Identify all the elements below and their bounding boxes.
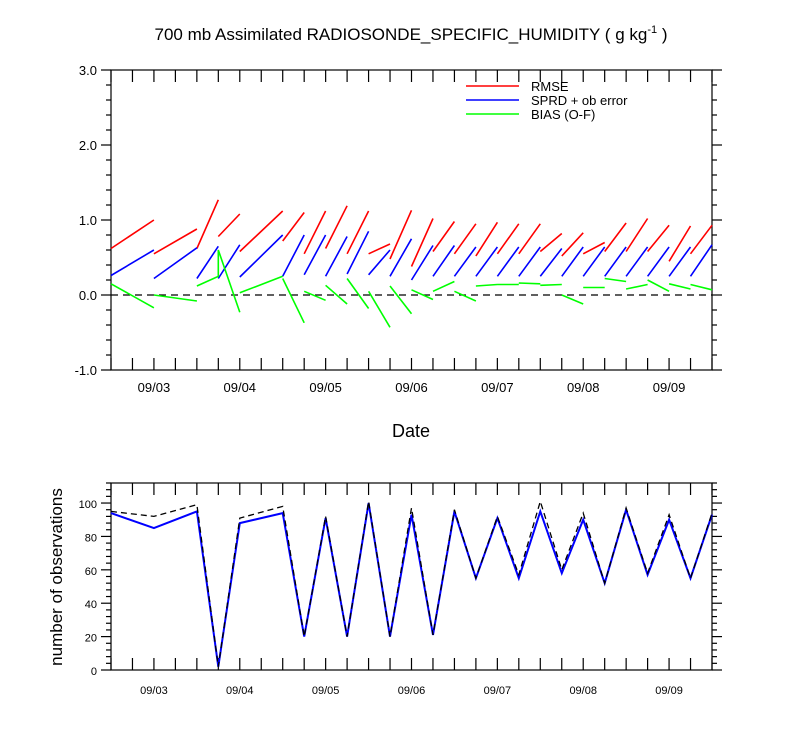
y-tick-label: 3.0 [79, 63, 97, 78]
x-tick-label: 09/03 [138, 380, 171, 395]
chart-title-suffix: ) [657, 25, 667, 44]
x-tick-label: 09/04 [226, 685, 254, 697]
series-line-bias-o-f [110, 249, 713, 328]
x-tick-label: 09/04 [224, 380, 257, 395]
y-tick-label: 60 [85, 566, 97, 578]
chart-title-main: 700 mb Assimilated RADIOSONDE_SPECIFIC_H… [155, 25, 648, 44]
y-axis-label-observations: number of observations [47, 488, 66, 666]
x-tick-label: 09/06 [398, 685, 426, 697]
plot-frame [110, 69, 713, 371]
x-tick-label: 09/09 [653, 380, 686, 395]
chart-title-exponent: -1 [647, 24, 657, 36]
x-tick-label: 09/08 [567, 380, 600, 395]
top-chart-series [110, 199, 713, 328]
x-tick-label: 09/06 [395, 380, 428, 395]
y-tick-label: -1.0 [75, 363, 97, 378]
y-tick-label: 40 [85, 599, 97, 611]
legend-label: SPRD + ob error [531, 93, 628, 108]
y-tick-label: 1.0 [79, 213, 97, 228]
chart-title: 700 mb Assimilated RADIOSONDE_SPECIFIC_H… [155, 24, 668, 44]
bottom-chart-axes: 09/03 09/04 09/05 09/06 09/07 09/08 09/09 0 20 40… [79, 482, 722, 697]
bottom-chart-series [110, 499, 713, 667]
x-tick-label: 09/07 [481, 380, 514, 395]
series-line-used-observations [110, 502, 713, 667]
series-line-rmse [110, 199, 713, 267]
x-tick-label: 09/07 [484, 685, 512, 697]
legend-label: BIAS (O-F) [531, 107, 595, 122]
x-tick-label: 09/05 [312, 685, 340, 697]
x-tick-label: 09/08 [569, 685, 597, 697]
x-axis-label-date: Date [392, 421, 430, 441]
y-tick-label: 80 [85, 532, 97, 544]
y-tick-label: 100 [79, 499, 97, 511]
top-chart-axes: 09/03 09/04 09/05 09/06 09/07 09/08 09/09 -1.0 0… [75, 63, 722, 395]
y-tick-label: 2.0 [79, 138, 97, 153]
legend-label: RMSE [531, 79, 569, 94]
y-tick-label: 0.0 [79, 288, 97, 303]
x-tick-label: 09/05 [309, 380, 342, 395]
y-tick-label: 0 [91, 666, 97, 678]
x-tick-label: 09/09 [655, 685, 683, 697]
y-tick-label: 20 [85, 633, 97, 645]
x-tick-label: 09/03 [140, 685, 168, 697]
series-line-sprd-ob-error [110, 230, 713, 281]
